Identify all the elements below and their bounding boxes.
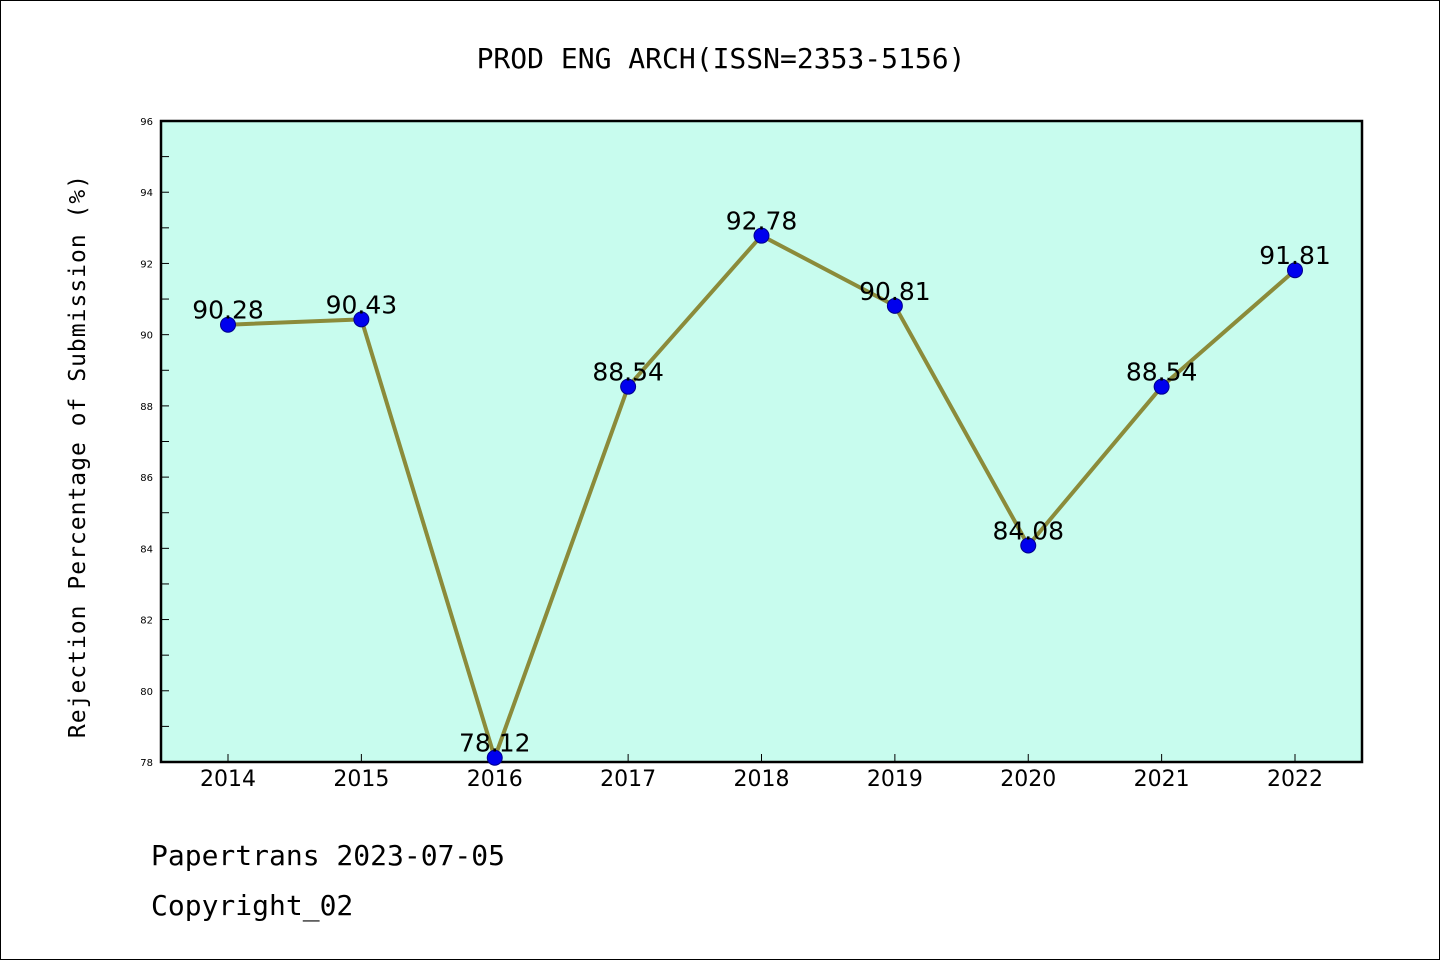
y-axis: 78 80 82 84 86 88 90 92 94 96 [140, 117, 169, 769]
x-tick-label: 2019 [867, 767, 923, 792]
data-point [1287, 262, 1303, 279]
data-label: 92.78 [726, 207, 798, 236]
data-label: 84.08 [992, 516, 1064, 545]
y-tick-label: 96 [140, 117, 153, 128]
data-label: 91.81 [1259, 241, 1331, 270]
y-tick-label: 88 [140, 402, 153, 413]
x-tick-label: 2022 [1267, 767, 1323, 792]
y-tick-label: 78 [140, 758, 153, 769]
data-point [1020, 537, 1037, 554]
data-label: 88.54 [1126, 358, 1198, 387]
y-tick-label: 94 [140, 188, 153, 199]
y-tick-label: 92 [140, 259, 153, 270]
data-point [620, 378, 637, 395]
x-tick-label: 2020 [1000, 767, 1056, 792]
data-label: 78.12 [459, 729, 531, 758]
data-label: 88.54 [592, 358, 664, 387]
data-label: 90.81 [859, 277, 931, 306]
x-tick-label: 2017 [600, 767, 656, 792]
y-tick-label: 90 [140, 331, 153, 342]
data-point [220, 316, 236, 333]
y-tick-label: 82 [140, 616, 153, 627]
x-tick-label: 2018 [734, 767, 790, 792]
data-point [886, 297, 903, 314]
y-tick-label: 84 [140, 544, 153, 555]
data-label: 90.43 [326, 290, 398, 319]
data-point [1153, 378, 1170, 395]
data-point [486, 749, 503, 766]
data-label: 90.28 [192, 296, 264, 325]
y-tick-label: 86 [140, 473, 153, 484]
y-tick-label: 80 [140, 687, 153, 698]
x-tick-label: 2015 [333, 767, 389, 792]
x-tick-label: 2014 [200, 767, 256, 792]
x-tick-label: 2016 [467, 767, 523, 792]
y-axis-label: Rejection Percentage of Submission (%) [65, 174, 91, 738]
data-point [753, 227, 770, 244]
chart-title: PROD ENG ARCH(ISSN=2353-5156) [477, 42, 966, 75]
footer-source: Papertrans 2023-07-05 [151, 839, 505, 872]
data-point [353, 311, 370, 328]
footer-copyright: Copyright_02 [151, 889, 353, 923]
x-axis: 2014 2015 2016 2017 2018 2019 2020 2021 2022 [200, 754, 1323, 792]
series-layer: 90.28 90.43 78.12 88.54 92.78 90.81 84.08 88.54… [192, 207, 1331, 766]
x-tick-label: 2021 [1134, 767, 1190, 792]
